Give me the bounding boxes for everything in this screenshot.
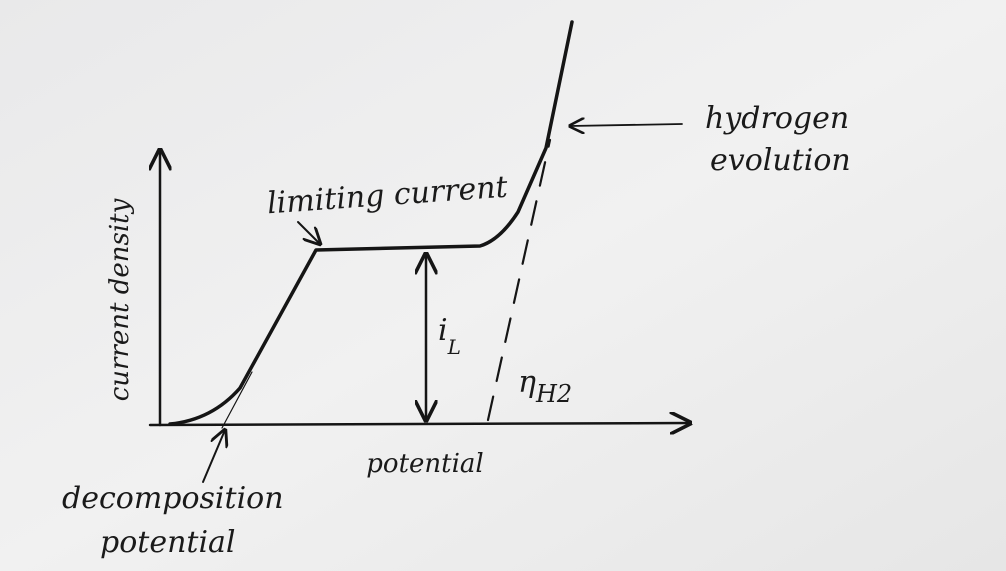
decomposition-label: decomposition <box>62 481 284 516</box>
y-axis-label: current density <box>105 198 135 401</box>
symbol-main: i <box>438 313 448 348</box>
evolution-label: evolution <box>710 143 851 178</box>
symbol-sub: H2 <box>535 380 572 408</box>
symbol-sub: L <box>447 335 461 359</box>
potential-note-label: potential <box>100 525 236 560</box>
x-axis-label: potential <box>366 449 483 479</box>
hydrogen-label: hydrogen <box>705 101 849 136</box>
diagram: current density potential limiting curre… <box>0 0 1006 571</box>
symbol-main: η <box>518 365 536 400</box>
